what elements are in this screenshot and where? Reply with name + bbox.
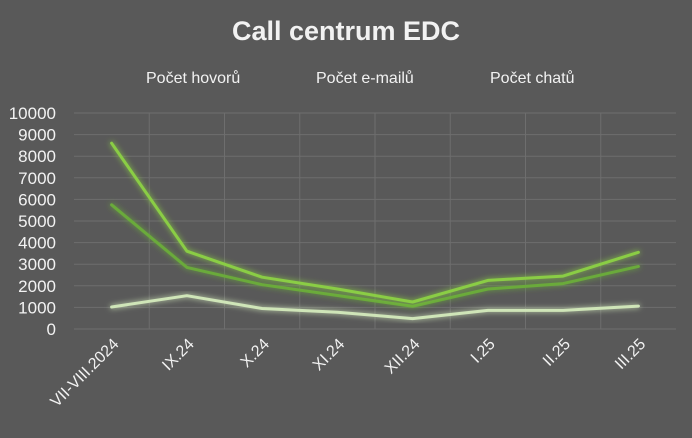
x-tick-label: III.25 [612, 336, 649, 373]
y-tick-label: 9000 [18, 126, 56, 145]
y-tick-label: 4000 [18, 234, 56, 253]
x-axis: VII-VIII.2024 IX.24 X.24 XI.24 XII.24 I.25 II.… [48, 336, 650, 411]
legend: Počet hovorů Počet e-mailů Počet chatů [108, 69, 575, 87]
series-line-1 [110, 141, 640, 304]
chart-title: Call centrum EDC [232, 16, 460, 46]
y-tick-label: 1000 [18, 298, 56, 317]
legend-label-1: Počet e-mailů [316, 69, 414, 87]
series-line-0 [110, 203, 640, 308]
y-tick-label: 2000 [18, 277, 56, 296]
y-tick-label: 5000 [18, 212, 56, 231]
x-tick-label: IX.24 [159, 336, 198, 375]
y-tick-label: 10000 [9, 104, 56, 123]
x-tick-label: II.25 [540, 336, 574, 370]
x-tick-label: X.24 [238, 336, 273, 371]
y-tick-label: 0 [47, 320, 56, 339]
y-tick-label: 7000 [18, 169, 56, 188]
gridlines [74, 112, 676, 330]
x-tick-label: XII.24 [382, 336, 424, 378]
x-tick-label: I.25 [468, 336, 499, 367]
x-tick-label: VII-VIII.2024 [48, 336, 123, 411]
x-tick-label: XI.24 [310, 336, 349, 375]
legend-label-0: Počet hovorů [146, 69, 240, 87]
y-tick-label: 8000 [18, 147, 56, 166]
y-tick-label: 3000 [18, 255, 56, 274]
legend-label-2: Počet chatů [490, 69, 575, 87]
y-axis: 0 1000 2000 3000 4000 5000 6000 7000 8000 9000 100… [9, 104, 56, 339]
series-line-2 [110, 294, 640, 321]
series [110, 141, 640, 321]
y-tick-label: 6000 [18, 190, 56, 209]
